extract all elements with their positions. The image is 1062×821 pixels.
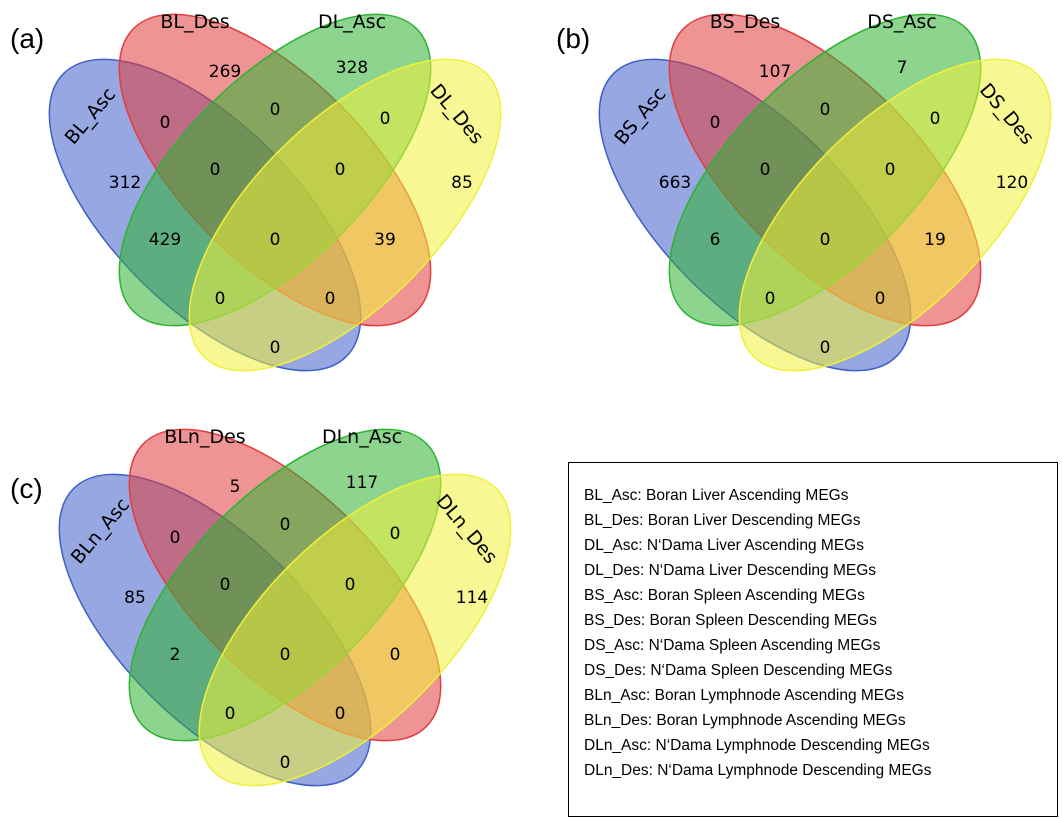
region-count-A: 312 (109, 173, 141, 193)
region-count-A: 663 (659, 173, 691, 193)
region-count-CD: 0 (380, 109, 391, 129)
region-count-D: 85 (451, 173, 473, 193)
set-label: DS_Asc (867, 11, 937, 33)
set-label: DLn_Asc (322, 426, 402, 448)
region-count-C: 7 (897, 58, 908, 78)
region-count-BCD: 0 (345, 575, 356, 595)
region-count-BC: 0 (270, 100, 281, 120)
region-count-AC: 429 (149, 230, 181, 250)
region-count-AB: 0 (710, 113, 721, 133)
legend-box: BL_Asc: Boran Liver Ascending MEGs BL_De… (568, 462, 1058, 817)
panel-label: (c) (10, 473, 43, 504)
region-count-ABCD: 0 (820, 230, 831, 250)
region-count-AB: 0 (170, 528, 181, 548)
set-ellipse-DS_Des (738, 58, 1052, 372)
region-count-AD: 0 (280, 753, 291, 773)
region-count-AB: 0 (160, 113, 171, 133)
region-count-BC: 0 (820, 100, 831, 120)
set-label: BS_Des (710, 11, 780, 33)
panel-label: (b) (556, 23, 590, 54)
legend-entry: BLn_Des: Boran Lymphnode Ascending MEGs (584, 712, 906, 729)
region-count-BD: 19 (924, 230, 946, 250)
region-count-ABD: 0 (335, 704, 346, 724)
legend-entry: DLn_Asc: N‘Dama Lymphnode Descending MEG… (584, 737, 930, 754)
region-count-B: 269 (209, 62, 241, 82)
set-label: DL_Asc (318, 11, 386, 33)
region-count-B: 5 (230, 477, 241, 497)
region-count-AC: 6 (710, 230, 721, 250)
region-count-ACD: 0 (215, 289, 226, 309)
legend-entry: BS_Des: Boran Spleen Descending MEGs (584, 612, 877, 629)
legend-entry: DS_Des: N‘Dama Spleen Descending MEGs (584, 662, 893, 679)
region-count-ACD: 0 (765, 289, 776, 309)
region-count-BCD: 0 (335, 160, 346, 180)
region-count-ABCD: 0 (270, 230, 281, 250)
legend-entry: BS_Asc: Boran Spleen Ascending MEGs (584, 587, 865, 604)
region-count-CD: 0 (930, 109, 941, 129)
region-count-ABC: 0 (760, 160, 771, 180)
region-count-ABD: 0 (325, 289, 336, 309)
legend-list: BL_Asc: Boran Liver Ascending MEGs BL_De… (584, 483, 931, 783)
set-ellipse-DL_Des (188, 58, 502, 372)
legend-entry: DLn_Des: N‘Dama Lymphnode Descending MEG… (584, 762, 932, 779)
legend-entry: DL_Des: N‘Dama Liver Descending MEGs (584, 562, 877, 579)
region-count-ACD: 0 (225, 704, 236, 724)
region-count-CD: 0 (390, 524, 401, 544)
region-count-C: 328 (336, 58, 368, 78)
legend-entry: DL_Asc: N‘Dama Liver Ascending MEGs (584, 537, 864, 554)
legend-entry: BLn_Asc: Boran Lymphnode Ascending MEGs (584, 687, 904, 704)
region-count-B: 107 (759, 62, 791, 82)
legend-entry: BL_Asc: Boran Liver Ascending MEGs (584, 487, 849, 504)
region-count-BD: 39 (374, 230, 396, 250)
region-count-ABD: 0 (875, 289, 886, 309)
region-count-C: 117 (346, 473, 378, 493)
legend-entry: DS_Asc: N‘Dama Spleen Ascending MEGs (584, 637, 881, 654)
region-count-BCD: 0 (885, 160, 896, 180)
region-count-D: 120 (996, 173, 1028, 193)
set-label: BLn_Des (164, 426, 245, 448)
region-count-AD: 0 (820, 338, 831, 358)
region-count-A: 85 (124, 588, 146, 608)
region-count-ABC: 0 (220, 575, 231, 595)
region-count-BC: 0 (280, 515, 291, 535)
region-count-D: 114 (456, 588, 488, 608)
region-count-AC: 2 (170, 645, 181, 665)
region-count-ABCD: 0 (280, 645, 291, 665)
set-ellipse-DLn_Des (198, 473, 512, 787)
panel-label: (a) (10, 23, 44, 54)
set-label: BL_Des (160, 11, 229, 33)
region-count-AD: 0 (270, 338, 281, 358)
region-count-ABC: 0 (210, 160, 221, 180)
region-count-BD: 0 (390, 645, 401, 665)
legend-entry: BL_Des: Boran Liver Descending MEGs (584, 512, 861, 529)
